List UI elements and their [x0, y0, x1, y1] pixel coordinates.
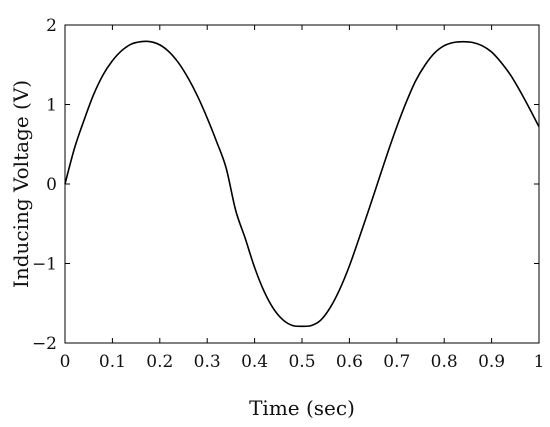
x-axis-label: Time (sec): [249, 396, 355, 420]
y-axis-ticks: −2 −1 0 1 2: [32, 16, 539, 354]
y-tick-label: −2: [32, 334, 57, 354]
x-tick-label: 1: [534, 352, 545, 372]
x-tick-label: 0.5: [288, 352, 315, 372]
x-tick-label: 0.4: [241, 352, 268, 372]
x-tick-label: 0.3: [194, 352, 221, 372]
y-tick-label: 1: [46, 96, 57, 116]
x-tick-label: 0.6: [336, 352, 363, 372]
y-tick-label: 0: [46, 175, 57, 195]
x-tick-label: 0.2: [146, 352, 173, 372]
x-tick-label: 0.8: [431, 352, 458, 372]
y-axis-label: Inducing Voltage (V): [9, 80, 33, 288]
y-tick-label: 2: [46, 16, 57, 36]
x-tick-label: 0.7: [383, 352, 410, 372]
x-tick-label: 0: [60, 352, 71, 372]
y-tick-label: −1: [32, 255, 57, 275]
x-axis-ticks: 0 0.1 0.2 0.3 0.4 0.5 0.6 0.7 0.8 0.9 1: [60, 25, 545, 372]
plot-frame: [64, 24, 540, 344]
series-line-voltage: [64, 40, 540, 328]
x-tick-label: 0.9: [478, 352, 505, 372]
x-tick-label: 0.1: [99, 352, 126, 372]
